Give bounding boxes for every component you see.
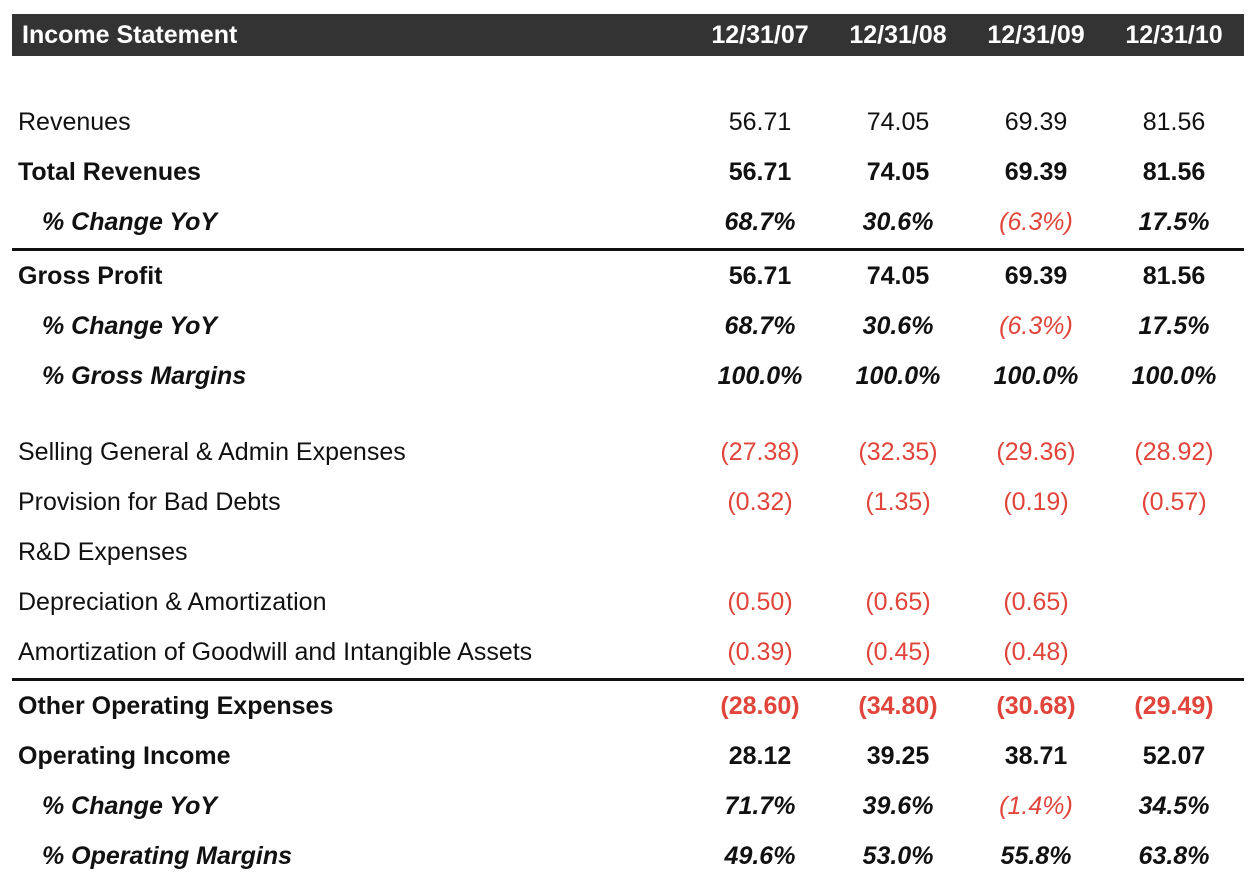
row-label: Gross Profit	[18, 262, 163, 290]
cell-value: 53.0%	[862, 842, 934, 870]
table-title: Income Statement	[22, 21, 238, 49]
cell-value: 69.39	[1004, 262, 1068, 290]
cell-value: (0.39)	[727, 638, 793, 666]
cell-value: (0.45)	[865, 638, 931, 666]
table-row-other-operating-expenses: Other Operating Expenses (28.60) (34.80)…	[0, 686, 1256, 726]
table-row-goodwill-amortization: Amortization of Goodwill and Intangible …	[0, 632, 1256, 672]
cell-value: 17.5%	[1138, 208, 1210, 236]
cell-value: 39.25	[866, 742, 930, 770]
row-label: Other Operating Expenses	[18, 692, 334, 720]
cell-value: (6.3%)	[999, 208, 1073, 236]
cell-value: 69.39	[1004, 158, 1068, 186]
cell-value: 17.5%	[1138, 312, 1210, 340]
cell-value: (0.50)	[727, 588, 793, 616]
cell-value	[1109, 532, 1239, 572]
row-label: Amortization of Goodwill and Intangible …	[18, 638, 533, 666]
cell-value: 55.8%	[1000, 842, 1072, 870]
cell-value: (29.36)	[996, 438, 1076, 466]
cell-value: (1.4%)	[999, 792, 1073, 820]
cell-value: 81.56	[1142, 158, 1206, 186]
cell-value: 71.7%	[724, 792, 796, 820]
cell-value: 34.5%	[1138, 792, 1210, 820]
table-row-gross-profit-change-yoy: % Change YoY 68.7% 30.6% (6.3%) 17.5%	[0, 306, 1256, 346]
table-row-gross-profit: Gross Profit 56.71 74.05 69.39 81.56	[0, 256, 1256, 296]
row-label: % Operating Margins	[42, 842, 293, 870]
column-header-date: 12/31/07	[711, 21, 809, 49]
cell-value: 100.0%	[717, 362, 803, 390]
cell-value: 56.71	[728, 262, 792, 290]
table-row-operating-margins: % Operating Margins 49.6% 53.0% 55.8% 63…	[0, 836, 1256, 876]
column-header-date: 12/31/08	[849, 21, 947, 49]
table-row-sga-expenses: Selling General & Admin Expenses (27.38)…	[0, 432, 1256, 472]
cell-value: 74.05	[866, 262, 930, 290]
row-label: % Change YoY	[42, 208, 218, 236]
table-row-total-revenues: Total Revenues 56.71 74.05 69.39 81.56	[0, 152, 1256, 192]
row-label: Depreciation & Amortization	[18, 588, 327, 616]
cell-value: (30.68)	[996, 692, 1076, 720]
cell-value: 100.0%	[855, 362, 941, 390]
cell-value: 56.71	[728, 108, 792, 136]
cell-value: 49.6%	[724, 842, 796, 870]
table-row-revenues: Revenues 56.71 74.05 69.39 81.56	[0, 102, 1256, 142]
table-row-operating-income: Operating Income 28.12 39.25 38.71 52.07	[0, 736, 1256, 776]
cell-value: (0.65)	[1003, 588, 1069, 616]
cell-value: (32.35)	[858, 438, 938, 466]
section-divider	[12, 678, 1244, 681]
table-row-gross-margins: % Gross Margins 100.0% 100.0% 100.0% 100…	[0, 356, 1256, 396]
cell-value: (0.32)	[727, 488, 793, 516]
table-row-operating-income-change-yoy: % Change YoY 71.7% 39.6% (1.4%) 34.5%	[0, 786, 1256, 826]
cell-value: (6.3%)	[999, 312, 1073, 340]
cell-value: 30.6%	[862, 208, 934, 236]
row-label: % Change YoY	[42, 312, 218, 340]
cell-value: 69.39	[1004, 108, 1068, 136]
cell-value: (28.92)	[1134, 438, 1214, 466]
cell-value: 28.12	[728, 742, 792, 770]
row-label: Total Revenues	[18, 158, 201, 186]
cell-value: (0.65)	[865, 588, 931, 616]
cell-value: 81.56	[1142, 108, 1206, 136]
cell-value: (34.80)	[858, 692, 938, 720]
cell-value: 100.0%	[1131, 362, 1217, 390]
cell-value: (29.49)	[1134, 692, 1214, 720]
cell-value: 39.6%	[862, 792, 934, 820]
row-label: Operating Income	[18, 742, 231, 770]
section-divider	[12, 248, 1244, 251]
cell-value: 38.71	[1004, 742, 1068, 770]
cell-value: 68.7%	[724, 312, 796, 340]
row-label: Provision for Bad Debts	[18, 488, 281, 516]
cell-value: 63.8%	[1138, 842, 1210, 870]
cell-value	[1109, 632, 1239, 672]
cell-value: 100.0%	[993, 362, 1079, 390]
row-label: % Gross Margins	[42, 362, 247, 390]
cell-value	[695, 532, 825, 572]
cell-value: (28.60)	[720, 692, 800, 720]
cell-value: (0.48)	[1003, 638, 1069, 666]
table-row-bad-debts: Provision for Bad Debts (0.32) (1.35) (0…	[0, 482, 1256, 522]
cell-value: 52.07	[1142, 742, 1206, 770]
cell-value: 56.71	[728, 158, 792, 186]
cell-value	[1109, 582, 1239, 622]
cell-value: (1.35)	[865, 488, 931, 516]
cell-value: 74.05	[866, 108, 930, 136]
table-header: Income Statement 12/31/07 12/31/08 12/31…	[12, 14, 1244, 56]
column-header-date: 12/31/09	[987, 21, 1085, 49]
cell-value	[833, 532, 963, 572]
cell-value: 81.56	[1142, 262, 1206, 290]
row-label: % Change YoY	[42, 792, 218, 820]
table-row-rd-expenses: R&D Expenses	[0, 532, 1256, 572]
cell-value: 74.05	[866, 158, 930, 186]
cell-value	[971, 532, 1101, 572]
row-label: Selling General & Admin Expenses	[18, 438, 406, 466]
cell-value: (0.57)	[1141, 488, 1207, 516]
cell-value: (27.38)	[720, 438, 800, 466]
row-label: R&D Expenses	[18, 538, 188, 566]
row-label: Revenues	[18, 108, 131, 136]
column-header-date: 12/31/10	[1125, 21, 1223, 49]
cell-value: 68.7%	[724, 208, 796, 236]
table-row-revenue-change-yoy: % Change YoY 68.7% 30.6% (6.3%) 17.5%	[0, 202, 1256, 242]
cell-value: (0.19)	[1003, 488, 1069, 516]
cell-value: 30.6%	[862, 312, 934, 340]
table-row-depreciation: Depreciation & Amortization (0.50) (0.65…	[0, 582, 1256, 622]
